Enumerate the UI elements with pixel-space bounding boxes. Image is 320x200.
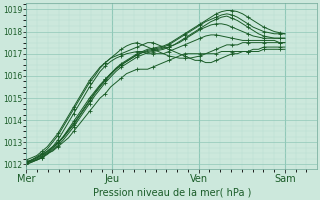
X-axis label: Pression niveau de la mer( hPa ): Pression niveau de la mer( hPa ) xyxy=(92,187,251,197)
